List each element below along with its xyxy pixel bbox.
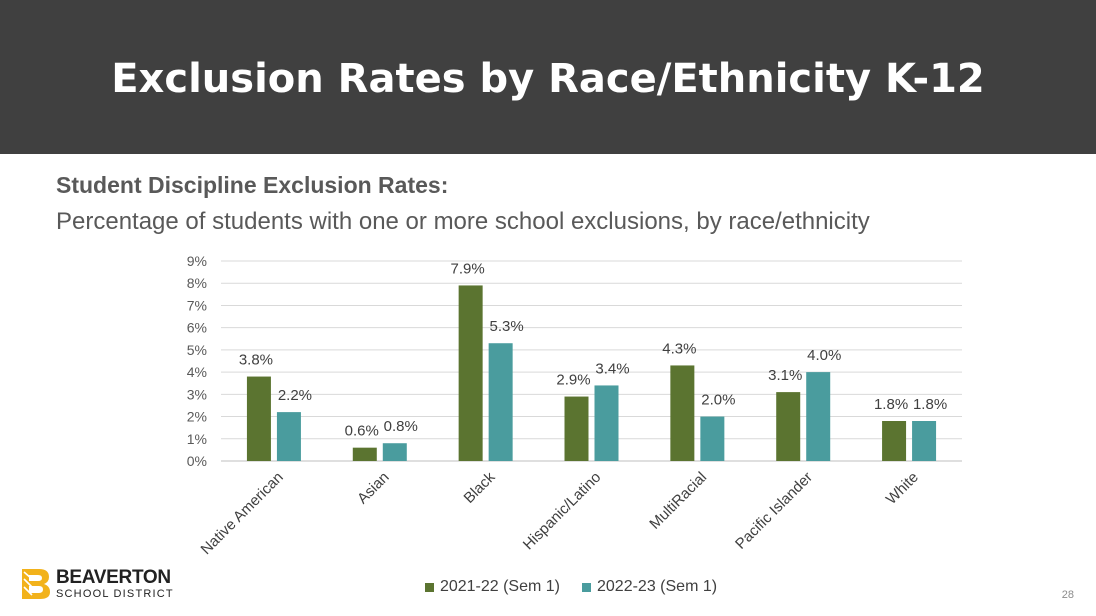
y-tick-label: 9%: [187, 253, 207, 269]
beaverton-b-logo-icon: [22, 569, 50, 599]
x-category-label: Pacific Islander: [732, 469, 816, 553]
x-category-label: Asian: [354, 469, 393, 508]
y-tick-label: 7%: [187, 297, 207, 313]
y-tick-label: 5%: [187, 342, 207, 358]
data-label: 4.0%: [807, 347, 841, 364]
bar-series-1: [882, 421, 907, 461]
y-tick-label: 0%: [187, 453, 207, 469]
data-label: 4.3%: [662, 340, 696, 357]
bar-series-2: [912, 421, 937, 461]
bar-series-1: [246, 376, 271, 461]
slide-description: Percentage of students with one or more …: [56, 208, 870, 235]
data-label: 7.9%: [451, 260, 485, 277]
y-tick-label: 6%: [187, 320, 207, 336]
bar-series-1: [670, 365, 695, 461]
title-bar: Exclusion Rates by Race/Ethnicity K-12: [0, 0, 1096, 154]
x-category-label: Black: [461, 468, 499, 506]
bar-series-2: [594, 385, 619, 461]
x-category-label: Hispanic/Latino: [520, 469, 605, 554]
y-axis-ticks: 0% 1% 2% 3% 4% 5% 6% 7% 8% 9%: [187, 253, 207, 469]
data-label: 1.8%: [913, 396, 947, 413]
x-category-label: Native American: [198, 469, 287, 558]
x-category-label: MultiRacial: [646, 469, 710, 533]
legend-swatch-series-2: [582, 582, 591, 592]
x-axis-categories: Native American Asian Black Hispanic/Latino…: [198, 468, 922, 558]
y-tick-label: 2%: [187, 409, 207, 425]
data-label: 2.0%: [701, 392, 735, 409]
bar-series-1: [458, 285, 483, 461]
x-category-label: White: [883, 469, 922, 508]
district-logo: BEAVERTON SCHOOL DISTRICT: [20, 567, 174, 601]
slide-subtitle: Student Discipline Exclusion Rates:: [56, 172, 449, 198]
legend-swatch-series-1: [424, 582, 434, 592]
legend-item-series-1: 2021-22 (Sem 1): [424, 578, 560, 596]
bar-series-1: [352, 447, 377, 461]
bar-series-1: [776, 392, 801, 461]
data-label: 0.6%: [345, 423, 379, 440]
legend-item-series-2: 2022-23 (Sem 1): [582, 578, 717, 596]
logo-name: BEAVERTON: [56, 567, 171, 588]
bar-series-2: [276, 412, 301, 461]
data-label: 0.8%: [384, 418, 418, 435]
y-tick-label: 1%: [187, 431, 207, 447]
page-number: 28: [1061, 589, 1074, 601]
data-label: 2.9%: [556, 372, 590, 389]
slide-title: Exclusion Rates by Race/Ethnicity K-12: [111, 56, 985, 102]
bar-series-2: [700, 416, 725, 461]
bar-series-1: [564, 396, 589, 461]
data-label: 3.8%: [239, 352, 273, 369]
y-tick-label: 4%: [187, 364, 207, 380]
y-tick-label: 8%: [187, 275, 207, 291]
y-tick-label: 3%: [187, 386, 207, 402]
data-label: 2.2%: [278, 387, 312, 404]
legend-label-series-2: 2022-23 (Sem 1): [597, 578, 718, 595]
grid-lines: [221, 260, 962, 462]
logo-subtitle: SCHOOL DISTRICT: [56, 588, 174, 600]
bar-series-2: [488, 343, 513, 461]
data-label: 3.1%: [768, 367, 802, 384]
data-label: 3.4%: [595, 360, 629, 377]
legend-label-series-1: 2021-22 (Sem 1): [439, 578, 560, 595]
data-label: 1.8%: [874, 396, 908, 413]
data-label: 5.3%: [490, 318, 524, 335]
bar-series-2: [382, 443, 407, 461]
data-labels: 3.8% 2.2% 0.6% 0.8% 7.9% 5.3% 2.9% 3.4% 4.3% 2.0%…: [239, 260, 947, 439]
chart-legend: 2021-22 (Sem 1) 2022-23 (Sem 1): [0, 578, 1096, 596]
bars: [246, 285, 937, 461]
bar-series-2: [806, 372, 831, 461]
